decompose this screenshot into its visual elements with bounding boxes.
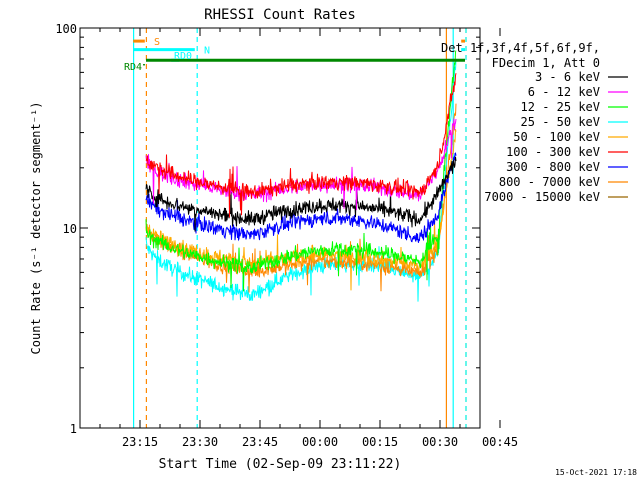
x-tick-label: 00:45: [482, 435, 518, 449]
series-line: [145, 103, 457, 293]
x-tick-label: 00:00: [302, 435, 338, 449]
legend-header: FDecim 1, Att 0: [492, 56, 600, 70]
mode-bar-label: N: [204, 46, 210, 57]
legend-label: 6 - 12 keV: [528, 85, 600, 99]
plot-area: S N RD0 RD4: [124, 28, 467, 428]
legend-label: 800 - 7000 keV: [499, 175, 600, 189]
legend-label: 12 - 25 keV: [521, 100, 600, 114]
legend-label: 25 - 50 keV: [521, 115, 600, 129]
x-tick-label: 00:30: [422, 435, 458, 449]
mode-bar-label: RD0: [174, 51, 192, 62]
y-tick-label: 10: [63, 222, 77, 236]
x-tick-label: 23:30: [182, 435, 218, 449]
legend-header: Det 1f,3f,4f,5f,6f,9f,: [441, 41, 600, 55]
legend-label: 7000 - 15000 keV: [484, 190, 600, 204]
y-tick-label: 1: [70, 422, 77, 436]
series-line: [145, 73, 457, 218]
x-tick-label: 00:15: [362, 435, 398, 449]
legend: Det 1f,3f,4f,5f,6f,9f,FDecim 1, Att 03 -…: [441, 41, 628, 204]
x-axis-label: Start Time (02-Sep-09 23:11:22): [159, 457, 402, 472]
chart-title: RHESSI Count Rates: [204, 7, 356, 23]
y-tick-label: 100: [55, 22, 77, 36]
axes: 100 10 1 23:15 23:30 23:45 00:00 00:15 00:30 00:4…: [55, 22, 518, 449]
mode-bar-label: RD4: [124, 62, 142, 73]
mode-bar-label: S: [154, 37, 160, 48]
series-lines: [145, 50, 457, 302]
footer-timestamp: 15-Oct-2021 17:18: [555, 468, 637, 477]
x-tick-label: 23:45: [242, 435, 278, 449]
series-line: [145, 152, 457, 243]
legend-label: 100 - 300 keV: [506, 145, 600, 159]
legend-label: 50 - 100 keV: [513, 130, 600, 144]
legend-label: 3 - 6 keV: [535, 70, 600, 84]
x-tick-label: 23:15: [122, 435, 158, 449]
mode-bars: S N RD0 RD4: [124, 37, 465, 73]
series-line: [145, 50, 457, 292]
legend-label: 300 - 800 keV: [506, 160, 600, 174]
series-line: [145, 156, 457, 232]
y-axis-label: Count Rate (s⁻¹ detector segment⁻¹): [29, 102, 43, 355]
series-line: [145, 59, 457, 302]
